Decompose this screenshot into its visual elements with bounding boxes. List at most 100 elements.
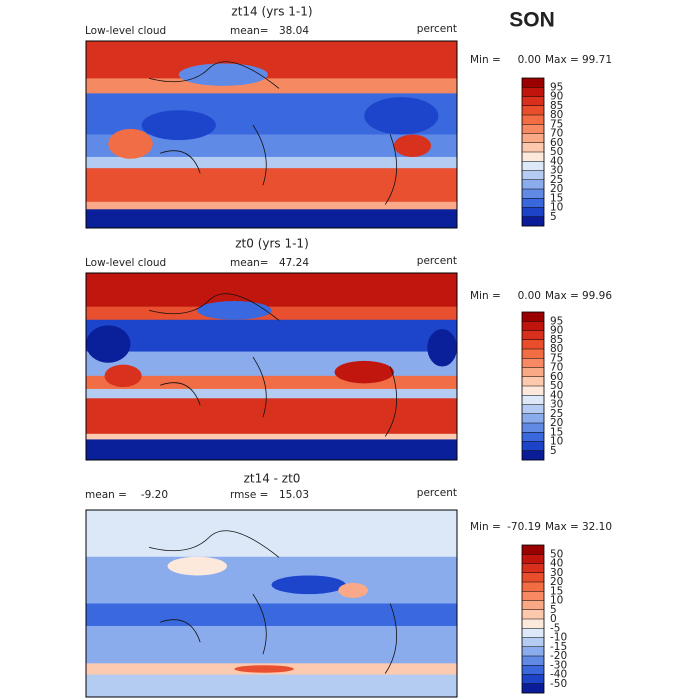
units-label: percent <box>417 255 457 267</box>
colorbar-label: 5 <box>550 604 557 616</box>
colorbar-box <box>522 358 544 368</box>
colorbar-box <box>522 423 544 433</box>
colorbar-label: 10 <box>550 436 563 448</box>
map-band <box>86 209 457 229</box>
colorbar-box <box>522 216 544 227</box>
map-patch <box>393 134 432 157</box>
colorbar-label: 30 <box>550 399 563 411</box>
min-value: 0.00 <box>518 290 541 302</box>
map-band <box>86 201 457 210</box>
colorbar-label: -50 <box>550 678 567 690</box>
colorbar-label: 5 <box>550 211 557 223</box>
stat-value: -9.20 <box>141 489 168 501</box>
colorbar-box <box>522 572 544 583</box>
min-value: 0.00 <box>518 54 541 66</box>
colorbar-label: -10 <box>550 632 567 644</box>
colorbar-box <box>522 349 544 359</box>
colorbar-label: 10 <box>550 595 563 607</box>
colorbar-box <box>522 78 544 88</box>
colorbar-box <box>522 312 544 322</box>
colorbar-box <box>522 674 544 685</box>
colorbar-label: 20 <box>550 183 563 195</box>
colorbar-box <box>522 142 544 153</box>
colorbar-box <box>522 637 544 648</box>
units-label: percent <box>417 487 457 499</box>
colorbar-box <box>522 152 544 162</box>
colorbar-label: 50 <box>550 380 563 392</box>
map-band <box>86 78 457 94</box>
colorbar-label: 15 <box>550 426 563 438</box>
colorbar-box <box>522 609 544 620</box>
colorbar-box <box>522 207 544 218</box>
map-patch <box>364 97 439 135</box>
map-band <box>86 556 457 604</box>
colorbar-box <box>522 124 544 134</box>
colorbar-box <box>522 395 544 405</box>
colorbar-box <box>522 386 544 396</box>
map-band <box>86 168 457 203</box>
panel-title: zt0 (yrs 1-1) <box>235 237 309 251</box>
stat-label: mean= <box>230 257 269 269</box>
coastline <box>148 61 398 205</box>
colorbar-label: 90 <box>550 325 563 337</box>
colorbar-label: 50 <box>550 548 563 560</box>
colorbar-box <box>522 582 544 592</box>
colorbar-box <box>522 441 544 452</box>
map-patch <box>104 364 142 388</box>
map-frame <box>85 272 458 461</box>
colorbar-box <box>522 133 544 144</box>
colorbar-box <box>522 404 544 415</box>
map-band <box>86 510 457 558</box>
max-value: 32.10 <box>582 521 612 533</box>
colorbar-label: 10 <box>550 202 563 214</box>
coastline <box>148 293 398 437</box>
colorbar-label: 30 <box>550 165 563 177</box>
map-band <box>86 41 457 79</box>
colorbar-box <box>522 87 544 97</box>
colorbar-box <box>522 683 544 694</box>
map-band <box>86 674 457 698</box>
colorbar-label: 25 <box>550 174 563 186</box>
colorbar-label: 20 <box>550 576 563 588</box>
map-patch <box>234 665 294 673</box>
stat-value: 47.24 <box>279 257 309 269</box>
colorbar-box <box>522 619 544 629</box>
map-band <box>86 388 457 399</box>
map-patch <box>197 301 272 320</box>
map-patch <box>271 575 346 595</box>
stat-value: 38.04 <box>279 25 309 37</box>
colorbar-box <box>522 656 544 666</box>
units-label: percent <box>417 23 457 35</box>
map-band <box>86 603 457 627</box>
colorbar-label: 40 <box>550 389 563 401</box>
colorbar-box <box>522 339 544 350</box>
colorbar-label: 75 <box>550 352 563 364</box>
season-title: SON <box>509 9 555 32</box>
max-label: Max = <box>545 290 579 302</box>
colorbar-label: 20 <box>550 417 563 429</box>
colorbar-label: 0 <box>550 613 557 625</box>
colorbar-label: 85 <box>550 100 563 112</box>
map-band <box>86 134 457 158</box>
min-label: Min = <box>470 54 501 66</box>
max-value: 99.71 <box>582 54 612 66</box>
colorbar-label: 40 <box>550 155 563 167</box>
colorbar-label: 5 <box>550 445 557 457</box>
stat-value: 15.03 <box>279 489 309 501</box>
colorbar-box <box>522 554 544 564</box>
stat-label: rmse = <box>230 489 268 501</box>
map-frame <box>85 509 458 698</box>
map-band <box>86 433 457 440</box>
field-label: Low-level cloud <box>85 257 166 269</box>
colorbar-label: 15 <box>550 585 563 597</box>
colorbar-box <box>522 198 544 208</box>
map-patch <box>141 110 216 141</box>
colorbar-box <box>522 96 544 107</box>
map-patch <box>108 128 153 159</box>
colorbar-box <box>522 432 544 442</box>
colorbar-box <box>522 321 544 331</box>
min-label: Min = <box>470 521 501 533</box>
min-label: Min = <box>470 290 501 302</box>
colorbar-label: 40 <box>550 558 563 570</box>
colorbar-label: -20 <box>550 650 567 662</box>
